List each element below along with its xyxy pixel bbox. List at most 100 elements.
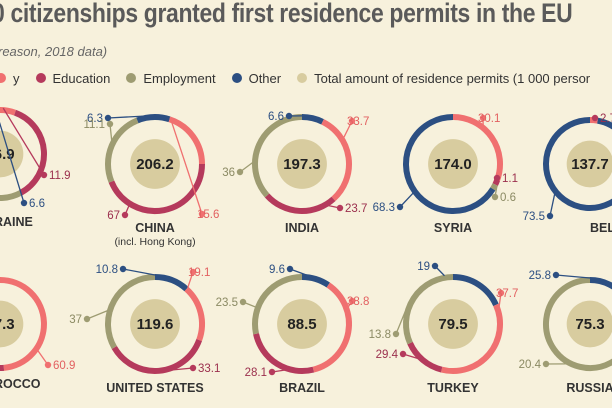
donut-segment-brazil-other-0 (301, 274, 330, 288)
value-label-syria-employment: 0.6 (500, 192, 516, 204)
callout-dot-turkey-education (399, 350, 407, 358)
callout-dot-india-education (336, 204, 344, 212)
legend-label-other: Other (248, 70, 282, 86)
donut-segment-china-education-2 (108, 163, 205, 215)
country-name-raine: RAINE (0, 215, 33, 229)
total-disk-united-states (130, 299, 180, 349)
value-label-turkey-employment: 13.8 (369, 329, 391, 341)
total-label-united-states: 119.6 (137, 316, 174, 333)
donut-segment-united-states-education-2 (111, 338, 202, 374)
callout-dot-brazil-education (268, 368, 276, 376)
country-subname-china: (incl. Hong Kong) (114, 236, 195, 248)
value-label-united-states-other: 10.8 (96, 264, 118, 276)
country-name-china: CHINA (135, 221, 175, 235)
legend-label-total: Total amount of residence permits (1 000… (314, 70, 591, 86)
callout-dot-russia-employment (542, 360, 550, 368)
value-label-russia-employment: 20.4 (519, 359, 542, 371)
value-label-turkey-family: 37.7 (496, 288, 518, 300)
donut-segment-china-other-0 (154, 114, 171, 123)
donut-segment-brazil-employment-3 (252, 274, 303, 335)
value-label-brazil-education: 28.1 (245, 367, 267, 379)
callout-dot-belaru-other (546, 212, 554, 220)
donut-segment-syria-other-3 (403, 114, 496, 214)
legend-label-education: Education (52, 70, 111, 86)
donut-segment-belaru-other-1 (543, 117, 612, 211)
total-label-brazil: 88.5 (287, 316, 316, 333)
callout-line-united-states-employment (86, 309, 109, 320)
page-subtitle: reason, 2018 data) (0, 44, 108, 59)
callout-dot-united-states-other (119, 265, 127, 273)
donut-segment-united-states-family-1 (184, 286, 205, 342)
value-label-turkey-education: 29.4 (376, 349, 399, 361)
value-label-china-employment: 11.1 (83, 119, 105, 131)
donut-segment-china-other-4 (136, 113, 156, 124)
country-name-brazil: BRAZIL (279, 381, 325, 395)
donut-segment-raine-family-0 (0, 106, 17, 116)
total-label-russia: 75.3 (575, 316, 604, 333)
callout-dot-syria-employment (491, 193, 499, 201)
callout-dot-united-states-family (189, 268, 197, 276)
callout-dot-syria-education (493, 174, 501, 182)
donut-segment-china-employment-3 (105, 117, 139, 183)
callout-dot-syria-family (479, 114, 487, 122)
value-label-india-education: 23.7 (345, 203, 367, 215)
value-label-belaru-other: 73.5 (523, 211, 545, 223)
donut-segment-brazil-education-2 (253, 333, 315, 374)
donut-segment-china-family-1 (168, 116, 205, 165)
callout-line-turkey-employment (395, 306, 408, 335)
donut-segment-raine-education-1 (13, 109, 48, 196)
total-label-rocco: 27.3 (0, 316, 15, 333)
callout-dot-india-family (348, 117, 356, 125)
callout-line-china-other (107, 114, 161, 119)
donut-segment-turkey-family-1 (440, 303, 503, 374)
country-name-united-states: UNITED STATES (106, 381, 203, 395)
legend-dot-employment (126, 73, 137, 83)
legend-label-family: y (13, 70, 20, 86)
country-name-india: INDIA (285, 221, 319, 235)
country-name-russia: RUSSIA (566, 381, 612, 395)
donut-segment-brazil-family-1 (312, 282, 352, 373)
value-label-brazil-employment: 23.5 (216, 297, 238, 309)
total-disk-rocco (0, 300, 24, 348)
country-name-belaru: BELARU (590, 221, 612, 235)
legend-item-family: y (0, 71, 20, 86)
value-label-china-other: 6.3 (87, 113, 103, 125)
donut-segment-turkey-other-0 (452, 274, 499, 307)
donut-segment-turkey-employment-3 (403, 274, 454, 345)
callout-dot-russia-other (552, 271, 560, 279)
total-disk-belaru (566, 140, 612, 188)
value-label-syria-family: 30.1 (478, 113, 500, 125)
legend-label-employment: Employment (143, 70, 216, 86)
country-name-syria: SYRIA (434, 221, 472, 235)
country-name-turkey: TURKEY (427, 381, 479, 395)
callout-dot-china-education (121, 211, 129, 219)
callout-dot-china-family (198, 210, 206, 218)
donut-segment-rocco-family-0 (0, 277, 47, 371)
callout-dot-brazil-other (286, 265, 294, 273)
donut-segment-india-family-1 (321, 119, 352, 202)
total-disk-china (130, 139, 180, 189)
value-label-united-states-education: 33.1 (198, 363, 220, 375)
donut-segment-united-states-employment-3 (105, 274, 156, 349)
donut-segment-syria-family-0 (452, 114, 503, 182)
callout-dot-china-employment (106, 120, 114, 128)
value-label-syria-education: 1.1 (502, 173, 518, 185)
callout-line-united-states-other (122, 268, 156, 276)
value-label-china-education: 67 (107, 210, 120, 222)
callout-line-russia-other (555, 274, 591, 279)
value-label-brazil-other: 9.6 (269, 264, 285, 276)
callout-line-syria-other (399, 192, 414, 208)
callout-dot-united-states-employment (83, 315, 91, 323)
value-label-china-family: 15.6 (197, 209, 219, 221)
value-label-russia-other: 25.8 (529, 270, 551, 282)
legend-dot-family (0, 73, 6, 83)
legend-item-education: Education (35, 70, 111, 86)
donut-segment-russia-other-0 (589, 277, 612, 290)
value-label-brazil-family: 38.8 (347, 296, 369, 308)
callout-dot-turkey-family (497, 289, 505, 297)
total-label-china: 206.2 (136, 156, 174, 173)
legend-dot-other (231, 73, 242, 83)
callout-dot-united-states-education (189, 364, 197, 372)
callout-dot-brazil-family (348, 297, 356, 305)
